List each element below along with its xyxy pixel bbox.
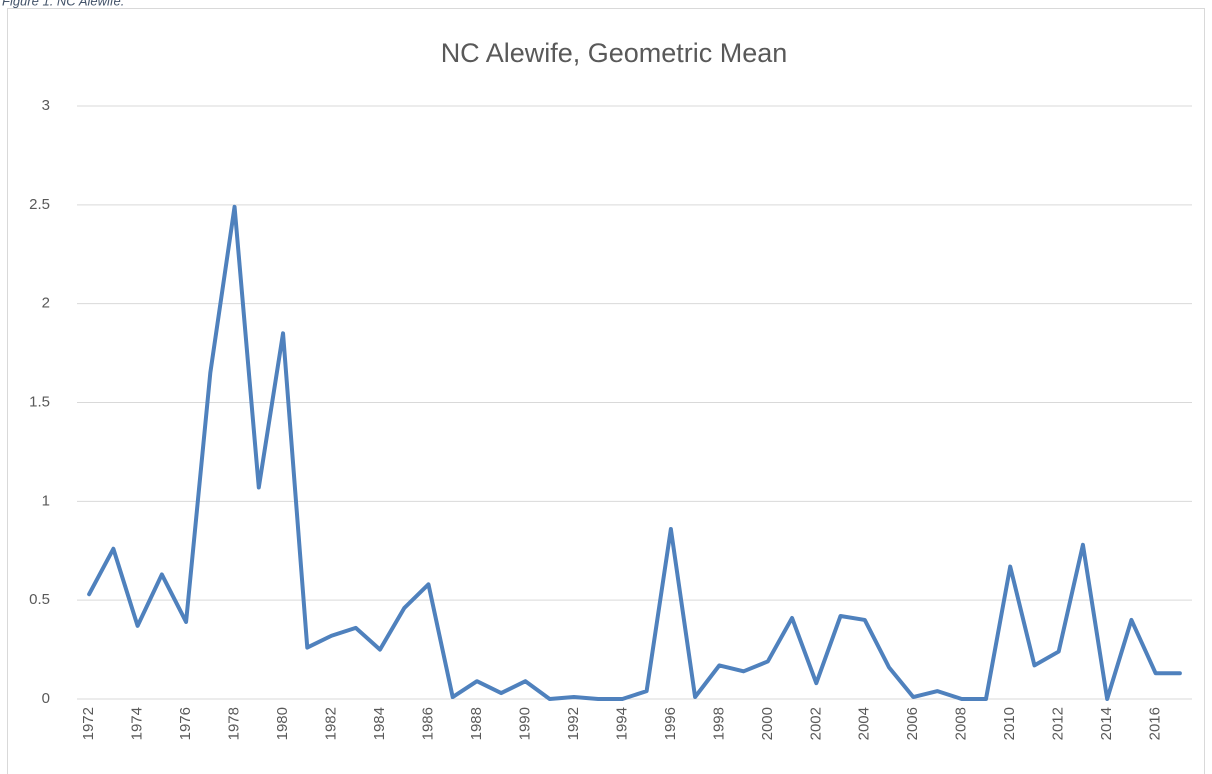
chart-border [7, 8, 1205, 774]
y-tick-label: 3 [42, 97, 50, 114]
x-tick-label: 1988 [468, 707, 485, 740]
y-tick-label: 1 [42, 492, 50, 509]
chart-title: NC Alewife, Geometric Mean [441, 38, 788, 68]
caption: Figure 1. NC Alewife. [2, 0, 124, 8]
y-tick-label: 2.5 [29, 196, 50, 213]
x-tick-label: 1996 [662, 707, 679, 740]
y-tick-label: 1.5 [29, 393, 50, 410]
x-tick-label: 2012 [1050, 707, 1067, 740]
x-tick-label: 1998 [710, 707, 727, 740]
x-tick-label: 1972 [80, 707, 97, 740]
x-tick-label: 1984 [371, 707, 388, 740]
x-tick-label: 1974 [129, 707, 146, 740]
x-tick-label: 1990 [516, 707, 533, 740]
y-tick-label: 2 [42, 295, 50, 312]
x-tick-label: 1980 [274, 707, 291, 740]
x-tick-label: 1976 [177, 707, 194, 740]
x-tick-label: 2000 [759, 707, 776, 740]
x-tick-label: 1982 [322, 707, 339, 740]
x-tick-label: 2006 [904, 707, 921, 740]
x-tick-label: 2008 [953, 707, 970, 740]
x-tick-label: 2016 [1147, 707, 1164, 740]
x-tick-label: 1992 [565, 707, 582, 740]
x-tick-label: 1978 [226, 707, 243, 740]
data-line [87, 204, 1182, 701]
y-tick-label: 0.5 [29, 591, 50, 608]
x-tick-label: 2010 [1001, 707, 1018, 740]
x-tick-label: 2014 [1098, 707, 1115, 740]
x-tick-label: 1994 [613, 707, 630, 740]
x-tick-label: 2002 [807, 707, 824, 740]
x-tick-label: 1986 [419, 707, 436, 740]
x-tick-label: 2004 [856, 707, 873, 740]
y-tick-label: 0 [42, 690, 50, 707]
